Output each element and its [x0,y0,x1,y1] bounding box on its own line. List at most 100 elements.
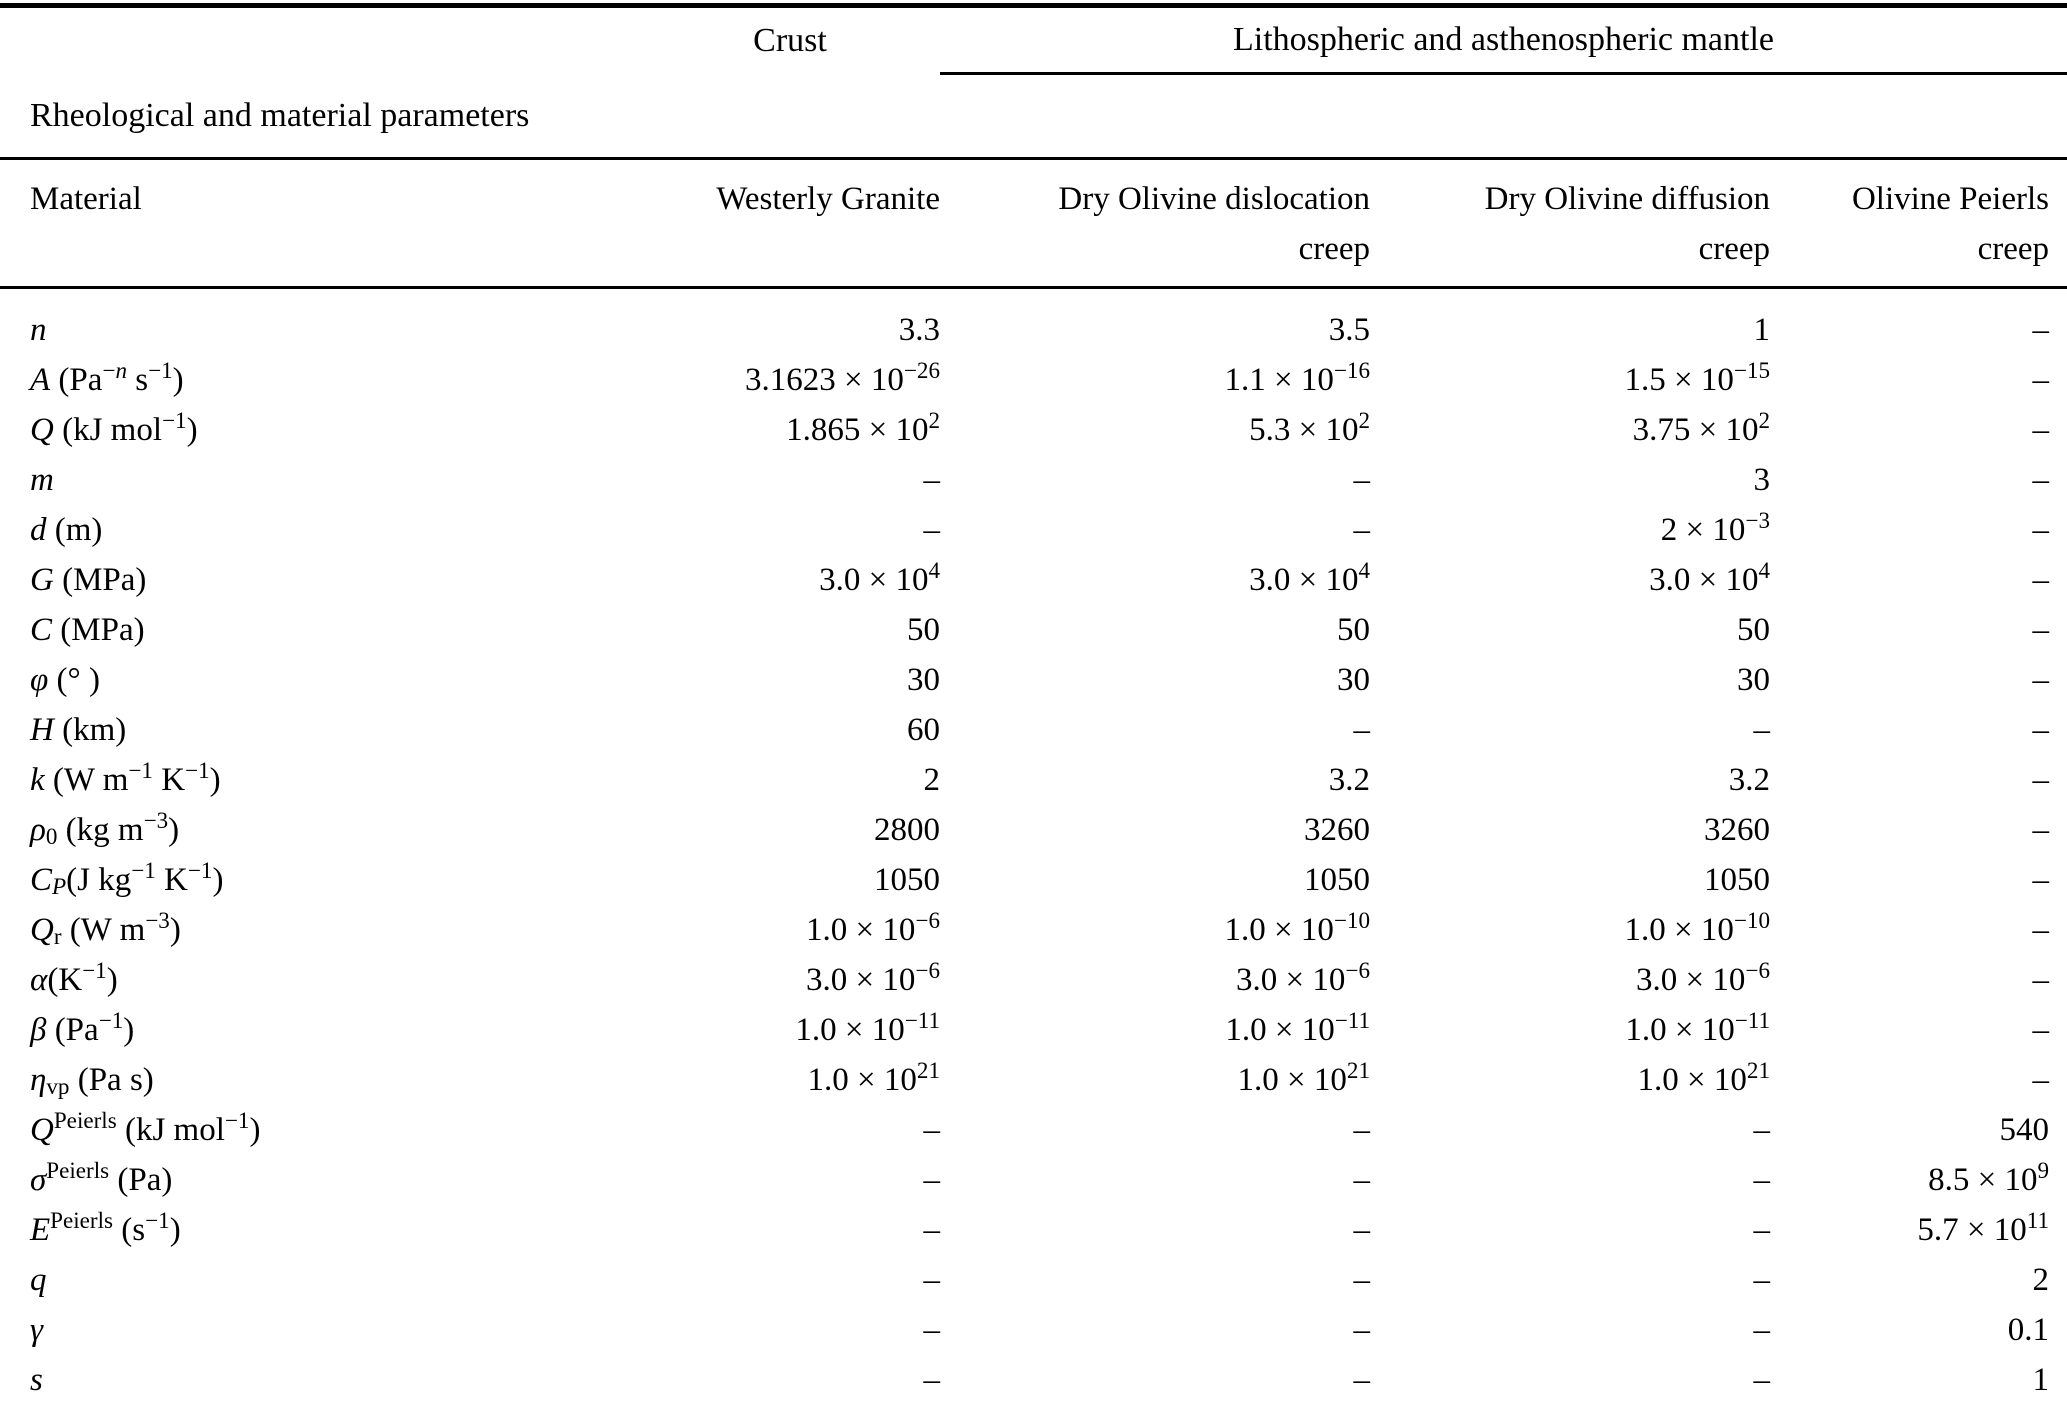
cell-value: 1050 [1704,862,1770,898]
cell-value: – [1353,1362,1371,1398]
cell-value: 2 [2032,1262,2050,1298]
cell-value: – [2032,312,2050,348]
cell-value: – [1753,1212,1771,1248]
column-header-material: Material [0,158,640,289]
cell-value: 3.0 × 10−6 [1236,957,1370,998]
cell-value: 1.0 × 10−11 [1625,1007,1770,1048]
cell-value: – [2032,712,2050,748]
cell-value: 5.3 × 102 [1249,407,1370,448]
column-header-dry-olivine-dislocation-creep: Dry Olivine dislocation creep [940,158,1370,289]
table-row: q – – – 2 [0,1255,2067,1305]
cell-value: 3.0 × 104 [1249,557,1370,598]
cell-value: – [2032,962,2050,998]
table-row: QPeierls (kJ mol−1) – – – 540 [0,1105,2067,1155]
row-label: k (W m−1 K−1) [30,757,221,798]
cell-value: – [2032,662,2050,698]
table-row: φ (° ) 30 30 30 – [0,655,2067,705]
cell-value: 30 [907,662,940,698]
table-row: k (W m−1 K−1) 2 3.2 3.2 – [0,755,2067,805]
table-row: ρ0 (kg m−3) 2800 3260 3260 – [0,805,2067,855]
row-label: β (Pa−1) [30,1007,135,1048]
table-row: γ – – – 0.1 [0,1305,2067,1355]
row-label: n [30,312,47,348]
row-label: q [30,1262,47,1298]
group-header-row: Crust Lithospheric and asthenospheric ma… [0,5,2067,75]
cell-value: 1.1 × 10−16 [1224,357,1371,398]
row-label: Qr (W m−3) [30,907,181,950]
cell-value: – [2032,562,2050,598]
row-label: σPeierls (Pa) [30,1157,173,1198]
row-label: ηvp (Pa s) [30,1062,154,1100]
table-row: d (m) – – 2 × 10−3 – [0,505,2067,555]
cell-value: – [923,1162,941,1198]
cell-value: – [1353,1162,1371,1198]
column-header-dry-olivine-diffusion-creep: Dry Olivine diffusion creep [1370,158,1770,289]
column-header-row: Material Westerly Granite Dry Olivine disl… [0,158,2067,289]
table-row: ηvp (Pa s) 1.0 × 1021 1.0 × 1021 1.0 × 1021… [0,1055,2067,1105]
cell-value: – [1353,462,1371,498]
row-label: A (Pa−n s−1) [30,357,184,398]
table-row: Q (kJ mol−1) 1.865 × 102 5.3 × 102 3.75 × 1… [0,405,2067,455]
cell-value: 3260 [1304,812,1370,848]
cell-value: 3260 [1704,812,1770,848]
table-row: m – – 3 – [0,455,2067,505]
cell-value: 3.0 × 10−6 [1636,957,1770,998]
row-label: Q (kJ mol−1) [30,407,198,448]
table-row: CP(J kg−1 K−1) 1050 1050 1050 – [0,855,2067,905]
cell-value: 60 [907,712,940,748]
cell-value: 1.0 × 10−10 [1224,907,1371,948]
cell-value: 1.0 × 1021 [1637,1057,1770,1098]
cell-value: – [1753,1162,1771,1198]
table-row: s – – – 1 [0,1355,2067,1412]
row-label: G (MPa) [30,562,147,598]
cell-value: – [1753,1112,1771,1148]
cell-value: 50 [1337,612,1370,648]
cell-value: 1.865 × 102 [786,407,940,448]
cell-value: 3.3 [898,312,940,348]
cell-value: 2 [923,762,941,798]
table-row: G (MPa) 3.0 × 104 3.0 × 104 3.0 × 104 – [0,555,2067,605]
table-row: β (Pa−1) 1.0 × 10−11 1.0 × 10−11 1.0 × 10−1… [0,1005,2067,1055]
cell-value: 3.0 × 104 [819,557,940,598]
cell-value: 2 × 10−3 [1660,507,1770,548]
cell-value: 3.2 [1728,762,1770,798]
cell-value: – [2032,362,2050,398]
table-row: Qr (W m−3) 1.0 × 10−6 1.0 × 10−10 1.0 × 10−… [0,905,2067,955]
cell-value: – [2032,812,2050,848]
group-header-mantle: Lithospheric and asthenospheric mantle [940,5,2067,75]
row-label: s [30,1362,43,1398]
cell-value: 3.0 × 10−6 [806,957,940,998]
row-label: d (m) [30,512,103,548]
cell-value: – [1753,1262,1771,1298]
table-row: H (km) 60 – – – [0,705,2067,755]
cell-value: 50 [1737,612,1770,648]
cell-value: 1.0 × 1021 [807,1057,940,1098]
cell-value: 30 [1737,662,1770,698]
table-row: σPeierls (Pa) – – – 8.5 × 109 [0,1155,2067,1205]
row-label: C (MPa) [30,612,145,648]
cell-value: 3.75 × 102 [1632,407,1770,448]
cell-value: – [1353,1312,1371,1348]
cell-value: – [2032,1012,2050,1048]
row-label: γ [30,1312,44,1348]
cell-value: – [2032,1062,2050,1098]
cell-value: 3.5 [1328,312,1370,348]
cell-value: – [923,462,941,498]
column-header-westerly-granite: Westerly Granite [640,158,940,289]
section-label: Rheological and material parameters [0,73,2067,160]
cell-value: 1.0 × 10−6 [806,907,940,948]
table-row: α(K−1) 3.0 × 10−6 3.0 × 10−6 3.0 × 10−6 – [0,955,2067,1005]
cell-value: 1.0 × 10−11 [1225,1007,1370,1048]
cell-value: – [923,1362,941,1398]
cell-value: – [1753,1362,1771,1398]
cell-value: – [1353,712,1371,748]
row-label: EPeierls (s−1) [30,1207,181,1248]
cell-value: 1.0 × 1021 [1237,1057,1370,1098]
cell-value: 5.7 × 1011 [1917,1207,2049,1248]
group-header-crust: Crust [753,21,827,59]
cell-value: – [2032,862,2050,898]
section-label-row: Rheological and material parameters [0,73,2067,160]
cell-value: – [1353,1212,1371,1248]
cell-value: – [923,1312,941,1348]
